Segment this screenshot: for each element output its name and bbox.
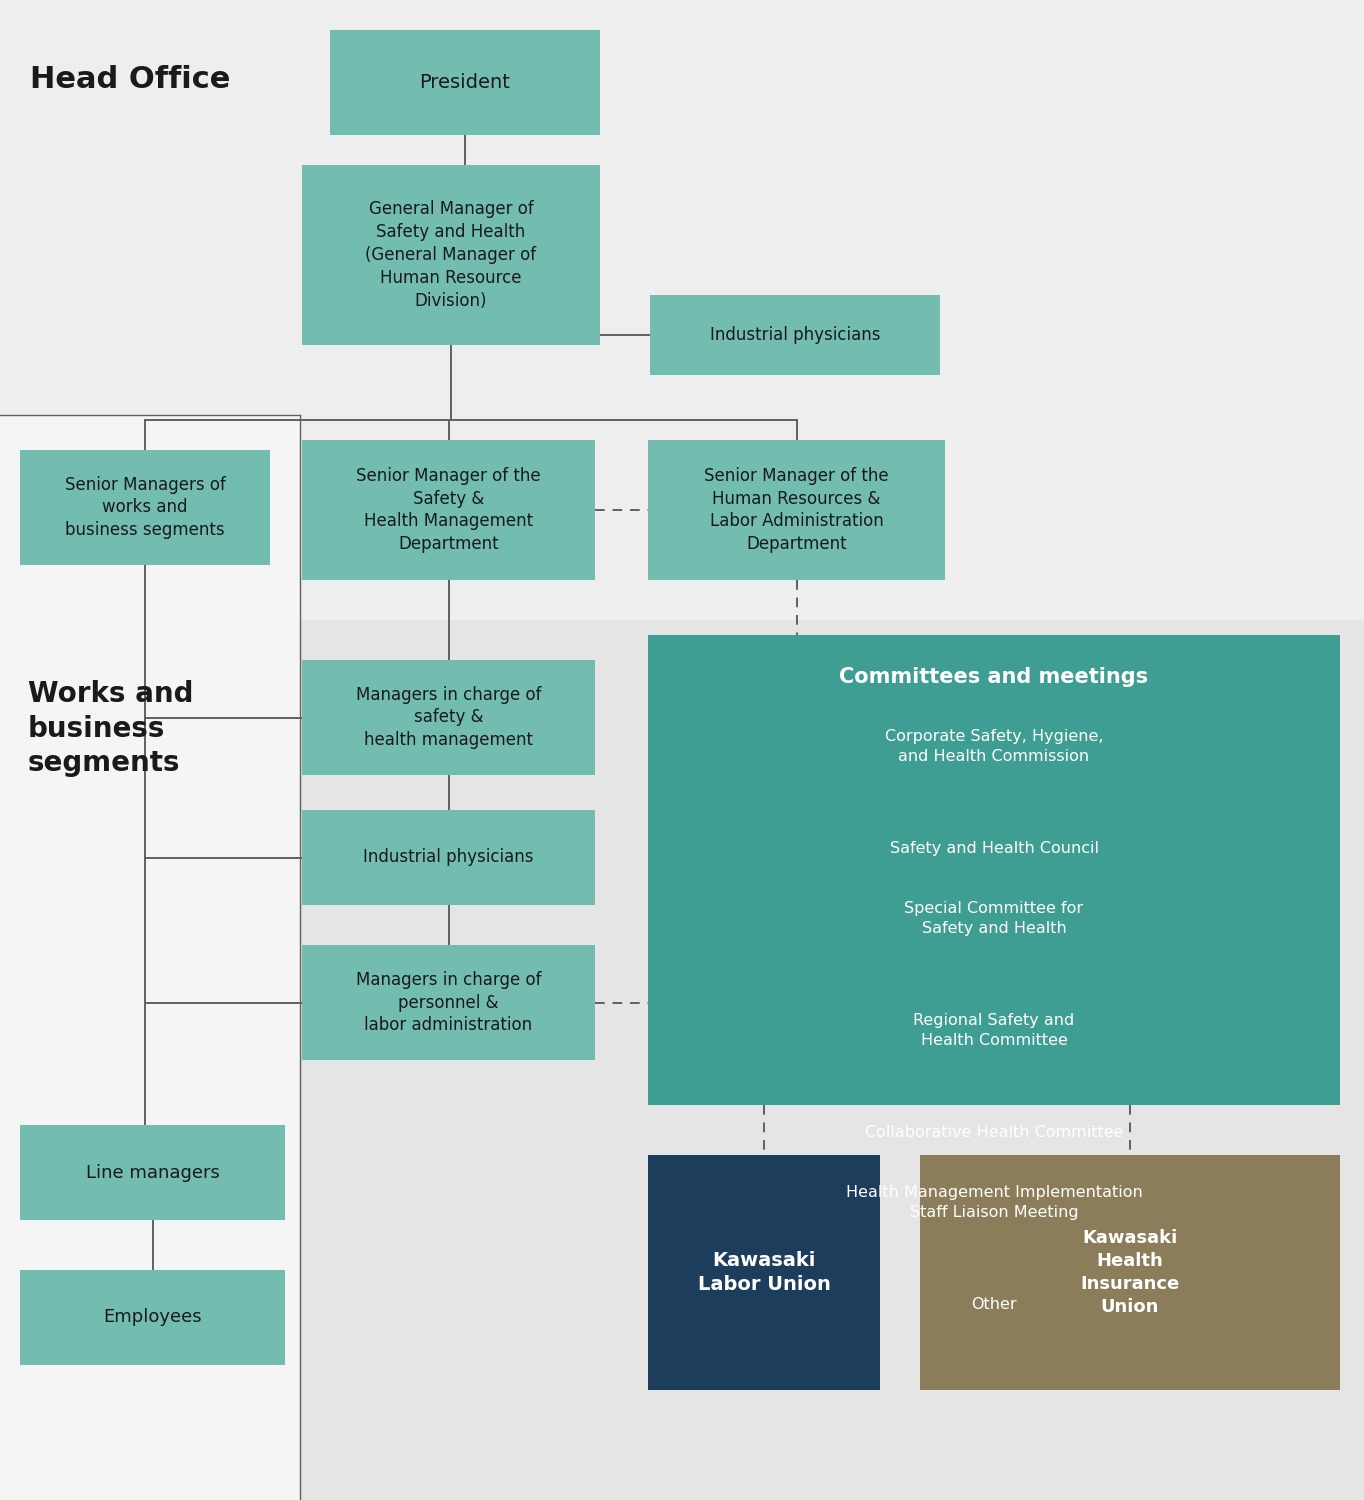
FancyBboxPatch shape xyxy=(301,945,595,1060)
Text: Senior Manager of the
Human Resources &
Labor Administration
Department: Senior Manager of the Human Resources & … xyxy=(704,466,889,554)
Text: Managers in charge of
personnel &
labor administration: Managers in charge of personnel & labor … xyxy=(356,970,542,1035)
FancyBboxPatch shape xyxy=(301,810,595,904)
Text: Corporate Safety, Hygiene,
and Health Commission: Corporate Safety, Hygiene, and Health Co… xyxy=(885,729,1103,764)
FancyBboxPatch shape xyxy=(648,634,1339,1106)
Text: Kawasaki
Labor Union: Kawasaki Labor Union xyxy=(697,1251,831,1294)
FancyBboxPatch shape xyxy=(919,1155,1339,1390)
Text: Kawasaki
Health
Insurance
Union: Kawasaki Health Insurance Union xyxy=(1080,1228,1180,1316)
Text: Line managers: Line managers xyxy=(86,1164,220,1182)
Text: Employees: Employees xyxy=(104,1308,202,1326)
Text: President: President xyxy=(420,74,510,92)
FancyBboxPatch shape xyxy=(648,440,945,580)
Text: General Manager of
Safety and Health
(General Manager of
Human Resource
Division: General Manager of Safety and Health (Ge… xyxy=(366,200,536,310)
FancyBboxPatch shape xyxy=(330,30,600,135)
Text: Special Committee for
Safety and Health: Special Committee for Safety and Health xyxy=(904,902,1083,936)
FancyBboxPatch shape xyxy=(20,1270,285,1365)
Text: Industrial physicians: Industrial physicians xyxy=(363,849,533,867)
FancyBboxPatch shape xyxy=(0,0,1364,620)
FancyBboxPatch shape xyxy=(651,296,940,375)
FancyBboxPatch shape xyxy=(301,440,595,580)
Text: Health Management Implementation
Staff Liaison Meeting: Health Management Implementation Staff L… xyxy=(846,1185,1143,1219)
Text: Committees and meetings: Committees and meetings xyxy=(839,668,1148,687)
Text: Head Office: Head Office xyxy=(30,64,231,94)
Text: Senior Manager of the
Safety &
Health Management
Department: Senior Manager of the Safety & Health Ma… xyxy=(356,466,540,554)
FancyBboxPatch shape xyxy=(301,660,595,776)
FancyBboxPatch shape xyxy=(20,450,270,566)
Text: Other: Other xyxy=(971,1298,1016,1312)
Text: Safety and Health Council: Safety and Health Council xyxy=(889,842,1098,856)
FancyBboxPatch shape xyxy=(648,1155,880,1390)
Text: Managers in charge of
safety &
health management: Managers in charge of safety & health ma… xyxy=(356,686,542,750)
FancyBboxPatch shape xyxy=(301,165,600,345)
Text: Collaborative Health Committee: Collaborative Health Committee xyxy=(865,1125,1123,1140)
FancyBboxPatch shape xyxy=(0,416,300,1500)
Text: Industrial physicians: Industrial physicians xyxy=(709,326,880,344)
FancyBboxPatch shape xyxy=(20,1125,285,1220)
Text: Senior Managers of
works and
business segments: Senior Managers of works and business se… xyxy=(64,476,225,540)
Text: Regional Safety and
Health Committee: Regional Safety and Health Committee xyxy=(914,1013,1075,1048)
Text: Works and
business
segments: Works and business segments xyxy=(29,680,194,777)
